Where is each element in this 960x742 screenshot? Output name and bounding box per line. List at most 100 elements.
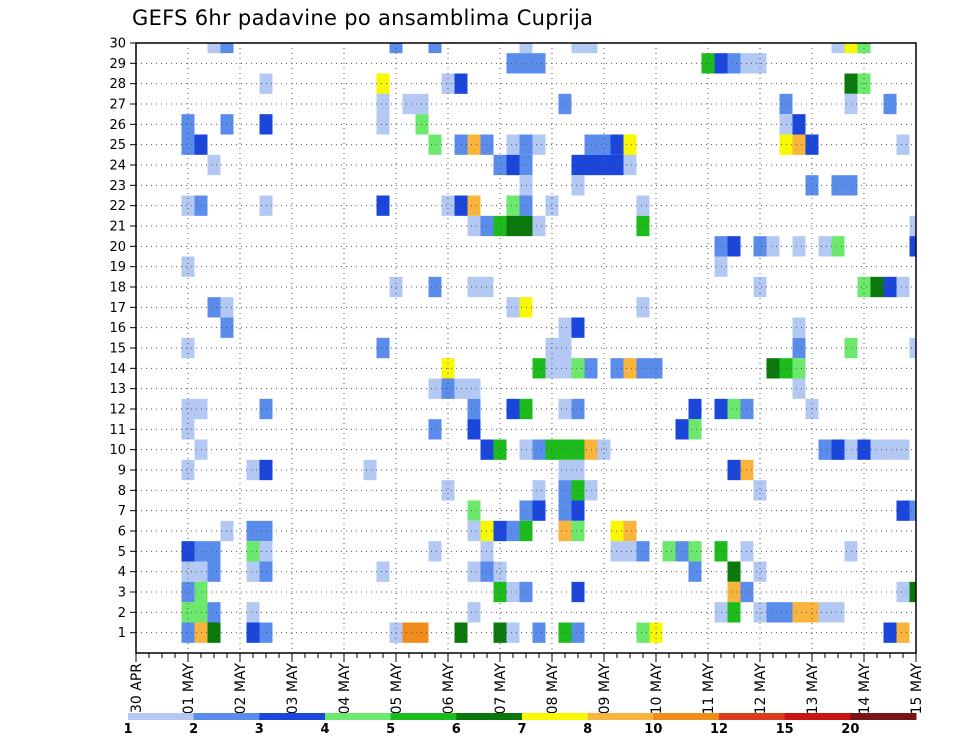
- x-tick-label: 01 MAY: [181, 663, 197, 715]
- heatmap-cell: [532, 358, 546, 379]
- heatmap-cell: [571, 500, 585, 521]
- x-tick-label: 09 MAY: [597, 663, 613, 715]
- heatmap-cell: [571, 175, 585, 196]
- heatmap-cell: [883, 622, 897, 643]
- x-tick-label: 10 MAY: [649, 663, 665, 715]
- heatmap-cell: [792, 358, 806, 379]
- heatmap-cell: [532, 480, 546, 501]
- y-tick-label: 22: [109, 199, 126, 214]
- heatmap-cell: [181, 114, 195, 135]
- chart-title: GEFS 6hr padavine po ansamblima Cuprija: [132, 6, 594, 30]
- y-tick-label: 9: [118, 464, 126, 479]
- heatmap-cell: [467, 378, 481, 399]
- heatmap-cell: [402, 93, 416, 115]
- heatmap-cell: [753, 480, 767, 501]
- heatmap-cell: [909, 236, 916, 257]
- heatmap-cell: [727, 581, 741, 603]
- y-tick-label: 21: [109, 220, 126, 235]
- y-tick-label: 12: [109, 403, 126, 418]
- heatmap-cell: [831, 602, 845, 623]
- heatmap-cell: [558, 93, 572, 115]
- heatmap-cell: [571, 398, 585, 420]
- heatmap-cell: [766, 602, 780, 623]
- heatmap-cell: [558, 358, 572, 379]
- heatmap-cell: [428, 378, 442, 399]
- y-tick-label: 18: [109, 281, 126, 296]
- legend-label: 2: [189, 722, 198, 737]
- heatmap-cell: [597, 134, 611, 155]
- heatmap-cell: [506, 622, 520, 643]
- heatmap-cell: [181, 622, 195, 643]
- heatmap-cell: [571, 317, 585, 338]
- heatmap-cell: [376, 337, 390, 359]
- heatmap-cell: [181, 256, 195, 277]
- legend-label: 15: [776, 722, 794, 737]
- heatmap-cell: [636, 297, 650, 318]
- heatmap-cell: [181, 561, 195, 582]
- heatmap-cell: [636, 195, 650, 216]
- heatmap-cell: [181, 419, 195, 440]
- heatmap-cell: [623, 541, 637, 562]
- heatmap-cell: [818, 236, 832, 257]
- heatmap-cell: [467, 419, 481, 440]
- heatmap-cell: [597, 154, 611, 176]
- heatmap-cell: [792, 114, 806, 135]
- heatmap-cell: [428, 419, 442, 440]
- cells-layer: [181, 43, 916, 643]
- y-tick-label: 30: [109, 37, 126, 52]
- heatmap-cell: [896, 622, 910, 643]
- heatmap-cell: [636, 541, 650, 562]
- heatmap-cell: [623, 358, 637, 379]
- heatmap-cell: [857, 276, 871, 298]
- heatmap-cell: [467, 276, 481, 298]
- heatmap-cell: [181, 541, 195, 562]
- legend-swatch: [522, 713, 589, 720]
- legend-swatch: [325, 713, 392, 720]
- y-tick-label: 5: [118, 545, 126, 560]
- heatmap-cell: [493, 215, 507, 237]
- legend-label: 8: [583, 722, 592, 737]
- heatmap-cell: [558, 317, 572, 338]
- x-tick-label: 15 MAY: [909, 663, 925, 715]
- heatmap-cell: [467, 398, 481, 420]
- legend-label: 5: [386, 722, 395, 737]
- heatmap-cell: [909, 215, 916, 237]
- heatmap-cell: [584, 43, 598, 54]
- heatmap-cell: [402, 622, 416, 643]
- heatmap-cell: [467, 195, 481, 216]
- y-tick-label: 17: [109, 301, 126, 316]
- x-tick-label: 07 MAY: [493, 663, 509, 715]
- heatmap-cell: [207, 297, 221, 318]
- heatmap-cell: [831, 236, 845, 257]
- heatmap-cell: [792, 378, 806, 399]
- heatmap-cell: [376, 114, 390, 135]
- heatmap-cell: [181, 581, 195, 603]
- heatmap-cell: [428, 276, 442, 298]
- y-tick-label: 28: [109, 77, 126, 92]
- heatmap-cell: [688, 419, 702, 440]
- y-tick-label: 26: [109, 118, 126, 133]
- heatmap-cell: [519, 43, 533, 54]
- heatmap-cell: [493, 439, 507, 460]
- heatmap-cell: [636, 622, 650, 643]
- heatmap-cell: [506, 581, 520, 603]
- y-tick-label: 8: [118, 484, 126, 499]
- y-tick-label: 10: [109, 443, 126, 458]
- heatmap-cell: [727, 602, 741, 623]
- heatmap-cell: [428, 541, 442, 562]
- heatmap-cell: [207, 541, 221, 562]
- heatmap-cell: [207, 602, 221, 623]
- legend-swatch: [850, 713, 917, 720]
- heatmap-cell: [883, 276, 897, 298]
- heatmap-cell: [818, 439, 832, 460]
- legend-layer: 1 2 3 4 5 6 7 8 10 12 15 20: [123, 713, 917, 737]
- heatmap-cell: [831, 43, 845, 54]
- heatmap-cell: [532, 134, 546, 155]
- legend-label: 1: [123, 722, 132, 737]
- legend-swatch: [653, 713, 720, 720]
- y-tick-label: 27: [109, 98, 126, 113]
- heatmap-cell: [181, 134, 195, 155]
- heatmap-cell: [792, 602, 806, 623]
- heatmap-cell: [181, 602, 195, 623]
- heatmap-cell: [909, 500, 916, 521]
